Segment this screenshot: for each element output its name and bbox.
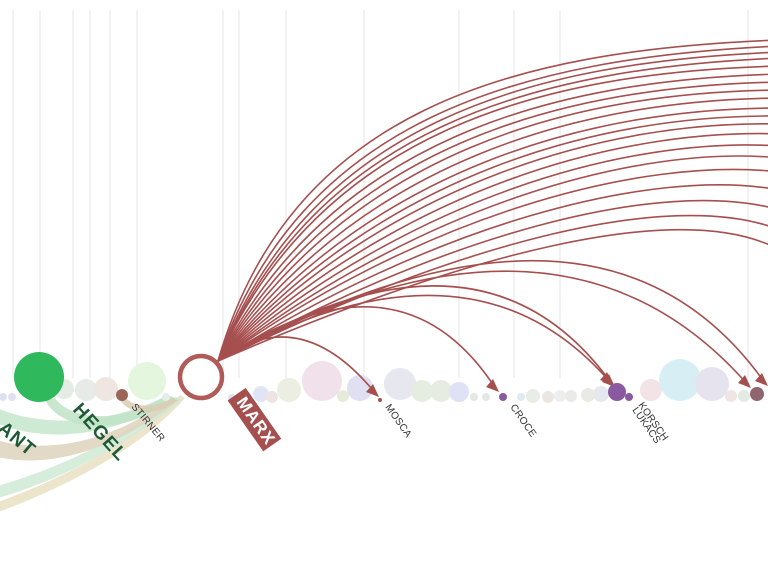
influence-arc bbox=[217, 107, 768, 362]
timeline-bubble[interactable] bbox=[253, 386, 269, 402]
influence-arc bbox=[217, 229, 768, 362]
mosca-node[interactable] bbox=[378, 398, 382, 402]
timeline-bubble[interactable] bbox=[695, 367, 729, 401]
timeline-bubble[interactable] bbox=[542, 391, 554, 403]
influence-arc bbox=[217, 184, 768, 362]
arrowhead bbox=[738, 375, 751, 388]
tan-ribbon-stirner bbox=[120, 398, 178, 413]
right-edge-node[interactable] bbox=[750, 387, 764, 401]
timeline-bubble[interactable] bbox=[526, 389, 540, 403]
timeline-guides bbox=[12, 10, 749, 378]
stirner-node[interactable] bbox=[116, 389, 128, 401]
influence-arc bbox=[217, 45, 768, 362]
influence-arc bbox=[217, 260, 766, 384]
timeline-bubble[interactable] bbox=[347, 375, 373, 401]
timeline-bubble[interactable] bbox=[128, 362, 166, 400]
arrowhead bbox=[486, 379, 499, 392]
arrowhead bbox=[755, 373, 768, 386]
lukacs-node[interactable] bbox=[625, 393, 633, 401]
timeline-bubble[interactable] bbox=[725, 390, 737, 402]
influence-arc bbox=[217, 81, 768, 362]
influence-arcs bbox=[217, 39, 768, 395]
influence-arc bbox=[217, 115, 768, 362]
influence-arc bbox=[217, 39, 768, 362]
mosca-label: MOSCA bbox=[383, 402, 414, 440]
green-ribbon-hegel bbox=[45, 396, 175, 427]
influence-arc bbox=[217, 65, 768, 362]
timeline-bubble[interactable] bbox=[384, 368, 416, 400]
croce-node[interactable] bbox=[499, 393, 507, 401]
tan-ribbon-kant bbox=[0, 398, 178, 461]
arc-arrowheads bbox=[366, 372, 768, 397]
timeline-bubble[interactable] bbox=[659, 359, 701, 401]
green-ribbon-kant bbox=[0, 395, 176, 435]
timeline-bubble[interactable] bbox=[640, 379, 662, 401]
timeline-bubble[interactable] bbox=[482, 393, 490, 401]
influence-arc bbox=[217, 144, 768, 362]
timeline-bubble[interactable] bbox=[565, 390, 577, 402]
influence-arc bbox=[217, 97, 768, 362]
influence-arc bbox=[217, 155, 768, 362]
green-ribbon-lower bbox=[0, 397, 182, 498]
arrowhead bbox=[602, 374, 615, 387]
timeline-bubble[interactable] bbox=[8, 393, 16, 401]
marx-node[interactable] bbox=[177, 353, 225, 401]
timeline-bubble[interactable] bbox=[0, 393, 7, 401]
influence-arc bbox=[217, 285, 613, 385]
timeline-bubble[interactable] bbox=[449, 382, 469, 402]
timeline-bubble[interactable] bbox=[337, 390, 349, 402]
timeline-bubble[interactable] bbox=[162, 393, 170, 401]
influence-arc bbox=[217, 73, 768, 362]
influence-arc bbox=[217, 51, 768, 362]
tan-ribbon bbox=[0, 395, 185, 512]
timeline-bubble[interactable] bbox=[581, 388, 595, 402]
timeline-bubble[interactable] bbox=[302, 361, 342, 401]
timeline-bubble[interactable] bbox=[94, 377, 118, 401]
hegel-node[interactable] bbox=[14, 352, 64, 402]
timeline-bubble[interactable] bbox=[430, 380, 452, 402]
timeline-bubble[interactable] bbox=[411, 380, 433, 402]
influence-arc bbox=[217, 89, 768, 362]
influence-arc bbox=[217, 123, 768, 362]
influence-arc bbox=[217, 294, 611, 383]
timeline-nodes bbox=[0, 359, 750, 403]
timeline-bubble[interactable] bbox=[75, 379, 97, 401]
influence-arc bbox=[217, 57, 768, 362]
croce-label: CROCE bbox=[508, 402, 539, 439]
timeline-bubble[interactable] bbox=[738, 390, 750, 402]
incoming-ribbons bbox=[0, 395, 185, 512]
korsch-node[interactable] bbox=[608, 383, 626, 401]
timeline-bubble[interactable] bbox=[517, 393, 525, 401]
timeline-bubble[interactable] bbox=[593, 386, 609, 402]
timeline-bubble[interactable] bbox=[470, 393, 478, 401]
influence-arc bbox=[217, 168, 768, 362]
arrowhead bbox=[366, 384, 379, 397]
timeline-bubble[interactable] bbox=[266, 391, 278, 403]
influence-arc bbox=[217, 132, 768, 362]
timeline-bubble[interactable] bbox=[277, 378, 301, 402]
timeline-bubble[interactable] bbox=[554, 390, 566, 402]
